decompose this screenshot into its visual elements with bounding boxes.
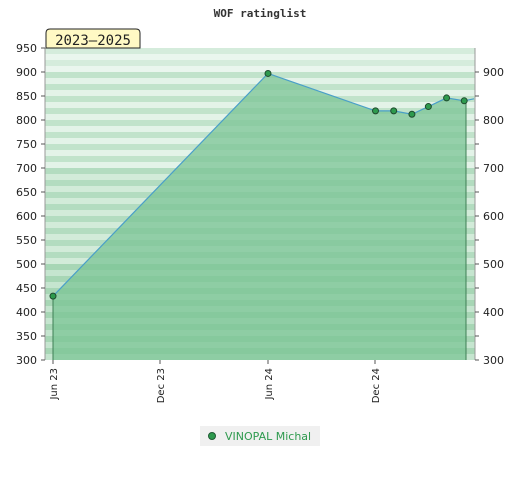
y-tick-label: 700 <box>483 162 504 175</box>
y-tick-label: 600 <box>16 210 37 223</box>
chart-title: WOF ratinglist <box>214 7 307 20</box>
y-tick-label: 550 <box>16 234 37 247</box>
data-point <box>372 107 379 115</box>
x-tick-label: Dec 23 <box>156 368 167 403</box>
y-tick-label: 300 <box>483 354 504 367</box>
y-tick-label: 850 <box>16 90 37 103</box>
y-axis-left: 300 350 400 450 500 550 600 650 700 750 800 850 900 9… <box>16 42 45 367</box>
period-badge-text: 2023–2025 <box>55 33 131 49</box>
data-points <box>49 69 468 300</box>
data-point <box>390 107 398 115</box>
y-tick-label: 600 <box>483 210 504 223</box>
legend-box <box>200 426 320 446</box>
data-point <box>443 94 451 102</box>
background-band <box>45 60 475 66</box>
y-tick-label: 800 <box>483 114 504 127</box>
legend-label: VINOPAL Michal <box>225 430 311 443</box>
y-tick-label: 400 <box>483 306 504 319</box>
y-tick-label: 950 <box>16 42 37 55</box>
x-tick-label: Jun 24 <box>264 368 275 401</box>
y-axis-right: 300 400 500 600 700 800 900 <box>475 66 504 367</box>
period-badge: 2023–2025 <box>45 28 141 49</box>
y-tick-label: 400 <box>16 306 37 319</box>
data-point <box>49 292 57 300</box>
background-band <box>45 66 475 72</box>
data-point <box>408 110 416 118</box>
y-tick-label: 650 <box>16 186 37 199</box>
data-point <box>424 103 432 111</box>
x-axis: Jun 23 Dec 23 Jun 24 Dec 24 <box>49 360 382 403</box>
y-tick-label: 350 <box>16 330 37 343</box>
y-tick-label: 500 <box>16 258 37 271</box>
x-tick-label: Dec 24 <box>371 368 382 403</box>
y-tick-label: 800 <box>16 114 37 127</box>
y-tick-label: 900 <box>16 66 37 79</box>
y-tick-label: 900 <box>483 66 504 79</box>
legend-marker <box>208 432 216 440</box>
y-tick-label: 750 <box>16 138 37 151</box>
x-tick-label: Jun 23 <box>49 368 60 401</box>
y-tick-label: 700 <box>16 162 37 175</box>
data-point <box>264 69 272 77</box>
y-tick-label: 450 <box>16 282 37 295</box>
data-point <box>460 97 468 105</box>
background-band <box>45 72 475 78</box>
legend[interactable]: VINOPAL Michal <box>200 426 320 446</box>
y-tick-label: 500 <box>483 258 504 271</box>
background-band <box>45 48 475 54</box>
y-tick-label: 300 <box>16 354 37 367</box>
background-band <box>45 54 475 60</box>
rating-area <box>53 73 466 360</box>
